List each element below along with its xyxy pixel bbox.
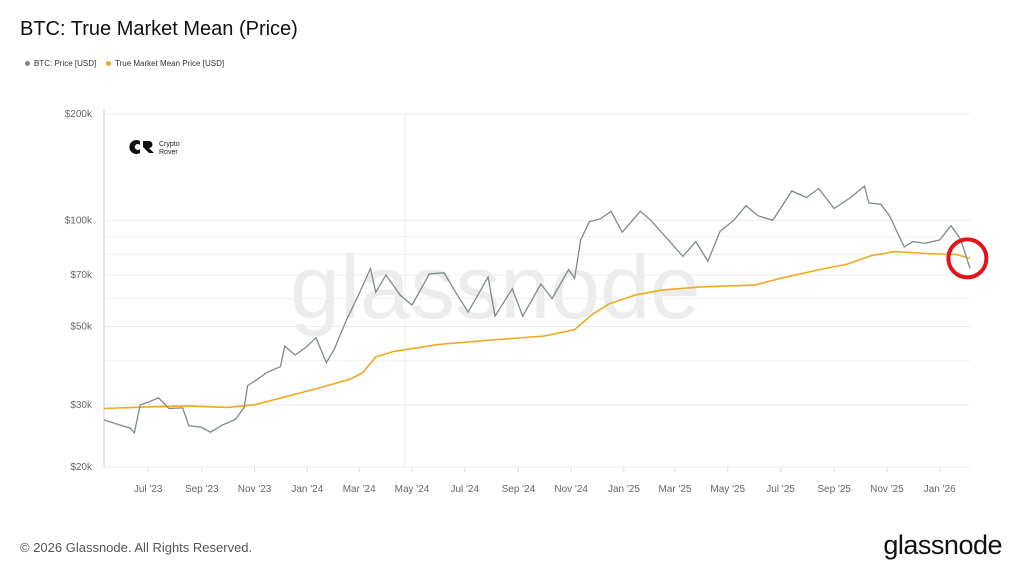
y-tick-label: $200k bbox=[65, 109, 93, 120]
logo-mark-icon bbox=[129, 140, 140, 154]
x-tick-label: Sep '24 bbox=[502, 484, 536, 495]
x-tick-label: Jan '25 bbox=[608, 484, 640, 495]
brand-logo: glassnode bbox=[883, 530, 1002, 560]
y-tick-label: $30k bbox=[70, 400, 93, 411]
x-tick-label: Nov '25 bbox=[870, 484, 904, 495]
y-tick-label: $50k bbox=[70, 322, 93, 333]
legend-item-price[interactable]: BTC: Price [USD] bbox=[25, 59, 96, 68]
x-tick-label: Mar '25 bbox=[658, 484, 691, 495]
y-tick-label: $70k bbox=[70, 270, 93, 281]
x-tick-label: Jan '24 bbox=[291, 484, 323, 495]
x-tick-label: Jul '25 bbox=[766, 484, 795, 495]
x-tick-label: Jul '23 bbox=[134, 484, 163, 495]
x-tick-label: Sep '23 bbox=[185, 484, 219, 495]
legend-dot bbox=[106, 61, 111, 66]
series-line-price bbox=[103, 184, 971, 435]
legend-item-mean[interactable]: True Market Mean Price [USD] bbox=[106, 59, 224, 68]
x-tick-label: May '24 bbox=[395, 484, 430, 495]
crypto-rover-logo: Crypto Rover bbox=[129, 140, 180, 156]
legend-label: True Market Mean Price [USD] bbox=[115, 59, 225, 68]
y-tick-label: $100k bbox=[65, 215, 93, 226]
logo-text: Crypto bbox=[159, 141, 180, 148]
x-tick-label: Nov '23 bbox=[238, 484, 272, 495]
copyright: © 2026 Glassnode. All Rights Reserved. bbox=[20, 540, 253, 555]
annotation-circle bbox=[946, 237, 989, 280]
watermark: glassnode bbox=[290, 238, 700, 338]
x-tick-label: Jul '24 bbox=[450, 484, 479, 495]
x-tick-label: Mar '24 bbox=[343, 484, 376, 495]
series-line-mean bbox=[103, 250, 971, 410]
legend-label: BTC: Price [USD] bbox=[34, 59, 97, 68]
x-tick-label: May '25 bbox=[710, 484, 745, 495]
logo-text: Rover bbox=[159, 149, 178, 156]
legend-dot bbox=[25, 61, 30, 66]
y-tick-label: $20k bbox=[70, 462, 93, 473]
x-tick-label: Sep '25 bbox=[817, 484, 851, 495]
x-tick-label: Nov '24 bbox=[554, 484, 588, 495]
chart-title: BTC: True Market Mean (Price) bbox=[20, 18, 298, 40]
x-tick-label: Jan '26 bbox=[924, 484, 956, 495]
